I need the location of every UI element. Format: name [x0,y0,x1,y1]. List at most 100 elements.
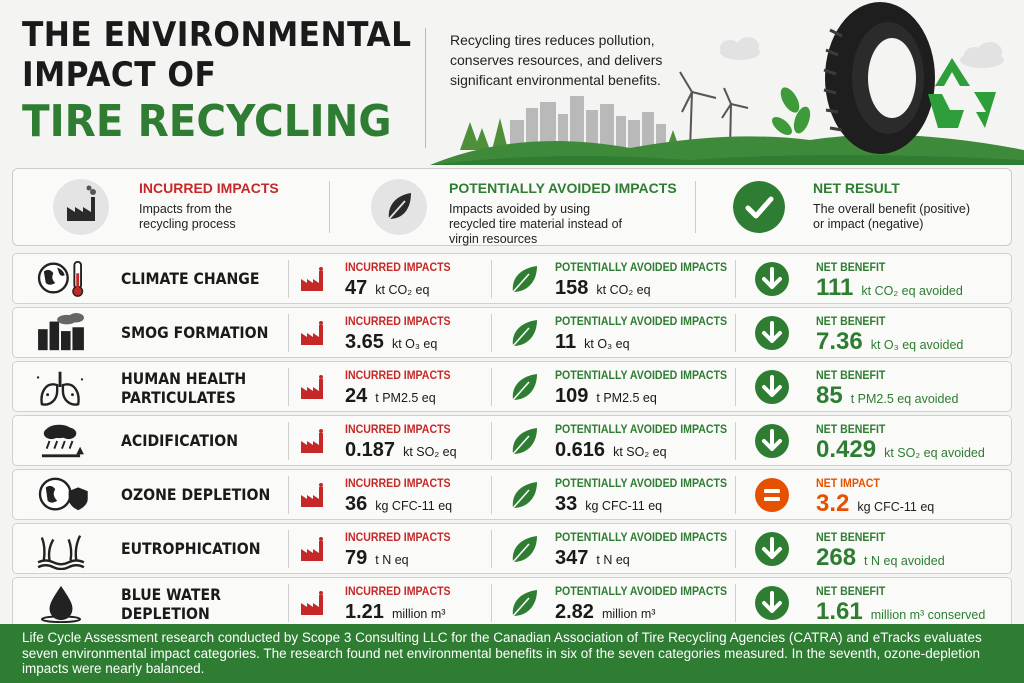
net-unit: kg CFC-11 eq [857,500,935,514]
factory-icon [299,482,327,513]
column-separator [735,530,736,568]
net-number: 3.2 [816,490,850,517]
net-value: 0.429 kt SO₂ eq avoided [816,436,985,464]
net-value: 1.61 million m³ conserved [816,598,985,626]
table-row: SMOG FORMATION INCURRED IMPACTS 3.65 kt O₃ … [12,307,1012,358]
net-number: 7.36 [816,328,863,355]
net-number: 268 [816,544,857,571]
leaf-icon [509,372,539,407]
lungs-icon [36,371,84,406]
column-separator [491,422,492,460]
leaf-icon [509,534,539,569]
checkmark-icon [733,181,785,233]
net-value: 7.36 kt O₃ eq avoided [816,328,963,356]
globe-shield-icon [38,477,88,511]
incurred-value: 36 kg CFC-11 eq [345,493,452,516]
avoided-value: 347 t N eq [555,547,630,570]
column-separator [288,260,289,298]
net-number: 0.429 [816,436,877,463]
leaf-icon [509,264,539,299]
intro-text: Recycling tires reduces pollution, conse… [450,32,663,88]
avoided-value: 109 t PM2.5 eq [555,385,657,408]
incurred-value: 24 t PM2.5 eq [345,385,436,408]
net-number: 111 [816,274,854,301]
title-line-3: TIRE RECYCLING [22,96,392,147]
avoided-unit: kt CO₂ eq [596,283,651,297]
trees-icon [460,118,680,150]
equals-icon [755,478,789,517]
leaf-icon [371,179,427,235]
incurred-unit: million m³ [391,607,446,621]
incurred-label: INCURRED IMPACTS [345,586,451,598]
city-smog-icon [38,312,84,351]
category-name: SMOG FORMATION [121,323,269,342]
down-arrow-icon [755,586,789,625]
incurred-label: INCURRED IMPACTS [345,370,451,382]
incurred-unit: kt SO₂ eq [403,445,457,459]
incurred-unit: kg CFC-11 eq [375,499,453,513]
legend-panel: INCURRED IMPACTS Impacts from the recycl… [12,168,1012,246]
incurred-value: 3.65 kt O₃ eq [345,331,437,354]
incurred-label: INCURRED IMPACTS [345,478,451,490]
avoided-value: 33 kg CFC-11 eq [555,493,662,516]
down-arrow-icon [755,424,789,463]
incurred-unit: kt CO₂ eq [375,283,430,297]
incurred-label: INCURRED IMPACTS [345,316,451,328]
incurred-label: INCURRED IMPACTS [345,262,451,274]
avoided-number: 109 [555,385,589,407]
leaf-icon [509,426,539,461]
net-label: NET BENEFIT [816,262,886,274]
legend-avoided: POTENTIALLY AVOIDED IMPACTS Impacts avoi… [343,169,693,246]
footer-note: Life Cycle Assessment research conducted… [0,624,1024,683]
avoided-value: 0.616 kt SO₂ eq [555,439,667,462]
avoided-label: POTENTIALLY AVOIDED IMPACTS [555,424,728,436]
category-name: HUMAN HEALTH PARTICULATES [121,369,247,407]
legend-incurred-desc: Impacts from the recycling process [139,202,236,231]
incurred-unit: t PM2.5 eq [375,391,436,405]
water-drop-icon [40,585,82,624]
column-separator [735,422,736,460]
tire-icon [823,2,935,154]
net-unit: kt SO₂ eq avoided [884,446,985,460]
factory-icon [53,179,109,235]
incurred-value: 1.21 million m³ [345,601,445,624]
column-separator [288,584,289,622]
avoided-label: POTENTIALLY AVOIDED IMPACTS [555,478,728,490]
down-arrow-icon [755,370,789,409]
avoided-number: 347 [555,547,589,569]
legend-avoided-title: POTENTIALLY AVOIDED IMPACTS [449,180,677,196]
net-value: 111 kt CO₂ eq avoided [816,274,963,302]
cloud-icon [720,37,1004,68]
incurred-number: 47 [345,277,368,299]
legend-net: NET RESULT The overall benefit (positive… [703,169,1013,245]
column-separator [288,368,289,406]
avoided-label: POTENTIALLY AVOIDED IMPACTS [555,532,728,544]
net-unit: million m³ conserved [870,608,986,622]
legend-separator [695,181,696,233]
column-separator [491,314,492,352]
net-unit: t N eq avoided [864,554,945,568]
net-number: 85 [816,382,843,409]
incurred-number: 79 [345,547,368,569]
down-arrow-icon [755,316,789,355]
leaf-icon [509,480,539,515]
net-label: NET BENEFIT [816,424,886,436]
incurred-number: 0.187 [345,439,396,461]
column-separator [288,314,289,352]
column-separator [735,476,736,514]
column-separator [735,584,736,622]
avoided-unit: million m³ [601,607,656,621]
down-arrow-icon [755,262,789,301]
incurred-number: 1.21 [345,601,384,623]
table-row: BLUE WATER DEPLETION INCURRED IMPACTS 1.21… [12,577,1012,628]
factory-icon [299,374,327,405]
avoided-value: 2.82 million m³ [555,601,655,624]
table-row: CLIMATE CHANGE INCURRED IMPACTS 47 kt CO₂ e… [12,253,1012,304]
incurred-unit: kt O₃ eq [391,337,438,351]
net-label: NET BENEFIT [816,370,886,382]
column-separator [288,530,289,568]
category-name: OZONE DEPLETION [121,485,271,504]
table-row: ACIDIFICATION INCURRED IMPACTS 0.187 kt SO₂… [12,415,1012,466]
acid-rain-icon [41,424,84,458]
recycle-icon [928,58,996,128]
